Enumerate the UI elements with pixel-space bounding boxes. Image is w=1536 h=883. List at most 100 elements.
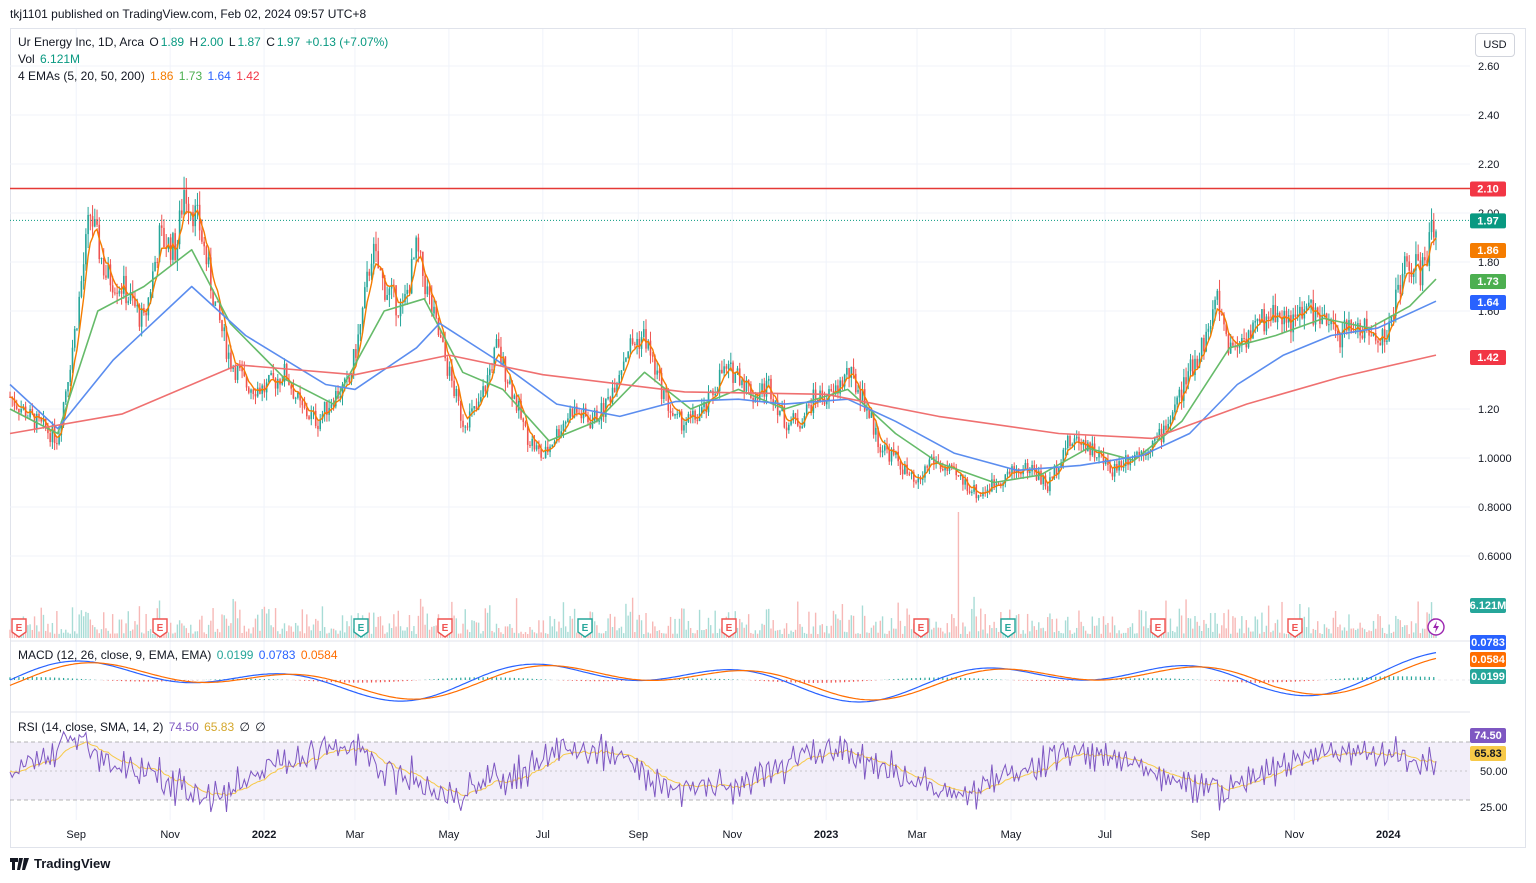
ema50-value: 1.64 [207, 69, 231, 83]
candle-body [676, 413, 679, 415]
volume-bar [808, 611, 810, 638]
tradingview-logo-icon [10, 857, 29, 870]
volume-bar [620, 626, 623, 638]
macd-hist-bar [330, 680, 332, 683]
change-value: +0.13 (+7.07%) [305, 35, 389, 49]
earnings-marker [1000, 618, 1016, 638]
volume-bar [192, 633, 194, 638]
volume-bar [368, 612, 370, 638]
macd-hist-bar [844, 680, 846, 683]
candle-body [714, 393, 716, 396]
volume-bar [1082, 626, 1085, 638]
candle-body [1281, 317, 1283, 325]
candle-body [1256, 318, 1259, 322]
volume-bar [1015, 615, 1018, 638]
candle-body [225, 327, 228, 359]
volume-bar [181, 623, 183, 638]
volume-bar [1067, 616, 1069, 638]
volume-bar [1265, 625, 1268, 638]
candle-body [355, 349, 357, 358]
candle-body [254, 394, 257, 397]
volume-bar [1370, 631, 1372, 638]
volume-bar [689, 628, 692, 638]
volume-bar [515, 598, 518, 638]
volume-bar [1361, 627, 1364, 638]
volume-bar [1145, 611, 1147, 638]
volume-bar [212, 608, 214, 638]
volume-bar [714, 610, 716, 638]
candle-body [1062, 449, 1065, 463]
volume-bar [196, 631, 199, 638]
volume-bar [241, 632, 243, 638]
volume-bar [805, 633, 808, 638]
volume-bar [1087, 633, 1089, 638]
candle-body [1058, 468, 1060, 475]
brand-name: TradingView [34, 856, 111, 871]
macd-hist-bar [446, 678, 448, 680]
macd-hist-bar [857, 680, 859, 682]
time-tick-label: Mar [345, 829, 364, 841]
macd-hist-bar [701, 678, 703, 680]
candle-body [779, 411, 781, 416]
candle-body [1261, 309, 1263, 322]
candle-body [20, 408, 22, 413]
volume-bar [1167, 632, 1169, 638]
chart-frame[interactable] [10, 28, 1526, 848]
volume-bar [542, 620, 545, 638]
macd-hist-bar [772, 680, 774, 682]
ema5-value: 1.86 [150, 69, 174, 83]
volume-bar [1334, 610, 1337, 638]
volume-bar [930, 629, 933, 638]
candle-body [1035, 469, 1038, 480]
volume-bar [352, 628, 355, 638]
macd-hist-bar [812, 680, 814, 683]
candle-body [455, 388, 458, 397]
volume-bar [82, 616, 85, 638]
volume-bar [968, 631, 971, 638]
volume-bar [1388, 624, 1390, 638]
candle-body [381, 270, 384, 278]
volume-bar [1035, 629, 1038, 638]
volume-bar [939, 627, 942, 638]
volume-bar [506, 626, 509, 638]
candle-body [1140, 451, 1143, 456]
candle-body [939, 463, 942, 470]
volume-bar [672, 633, 674, 638]
volume-bar [1033, 626, 1036, 638]
macd-hist-bar [1044, 680, 1047, 682]
candle-body [1127, 455, 1129, 466]
candle-body [306, 407, 308, 417]
volume-bar [1031, 620, 1033, 638]
volume-bar [1111, 616, 1114, 638]
candle-body [906, 464, 908, 474]
macd-hist-bar [317, 680, 319, 682]
candle-body [1328, 324, 1330, 326]
macd-hist-bar [49, 677, 51, 680]
candle-body [290, 385, 292, 389]
currency-button[interactable]: USD [1475, 33, 1515, 57]
candle-body [386, 295, 388, 300]
candle-body [904, 464, 906, 475]
volume-bar [109, 633, 112, 638]
candle-body [120, 290, 123, 294]
candle-body [622, 361, 625, 371]
macd-hist-bar [250, 678, 252, 680]
candle-body [475, 406, 478, 410]
volume-bar [625, 603, 627, 638]
macd-hist-bar [893, 679, 895, 680]
candle-body [1337, 330, 1339, 334]
candle-body [832, 390, 835, 394]
volume-bar [1263, 631, 1265, 638]
price-tick-label: 0.8000 [1478, 502, 1512, 514]
volume-bar [1194, 616, 1196, 638]
volume-bar [1247, 627, 1250, 638]
candle-body [1046, 486, 1049, 492]
candle-body [567, 418, 569, 422]
candle-body [1165, 425, 1167, 431]
candle-body [1424, 257, 1426, 261]
candle-body [964, 479, 966, 485]
ema-tag-bg [1470, 274, 1506, 289]
volume-bar [114, 633, 116, 638]
volume-bar [569, 616, 571, 638]
